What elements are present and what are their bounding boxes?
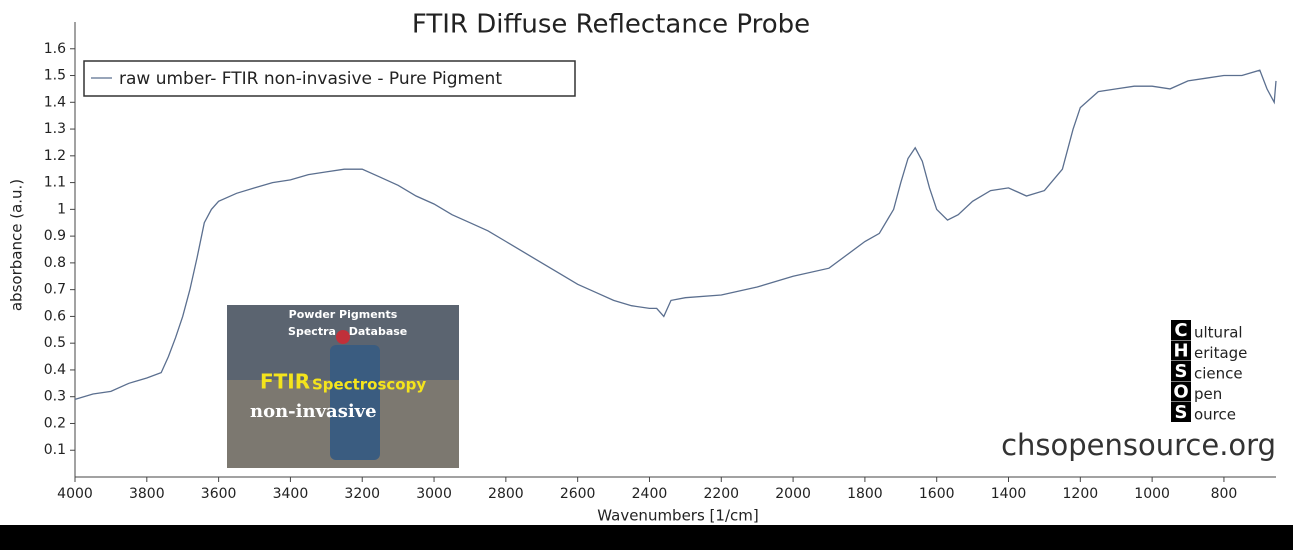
x-tick-label: 4000 [57, 486, 93, 502]
inset-brand: Spectroscopy [312, 376, 426, 394]
y-tick-label: 1 [57, 201, 66, 217]
x-axis-label: Wavenumbers [1/cm] [597, 507, 758, 525]
y-tick-label: 0.1 [44, 442, 66, 458]
x-tick-label: 1200 [1063, 486, 1099, 502]
inset-device [330, 345, 380, 460]
y-tick-label: 1.1 [44, 175, 66, 191]
y-tick-label: 0.3 [44, 389, 66, 405]
logo-word: pen [1194, 385, 1222, 403]
x-tick-label: 1600 [919, 486, 955, 502]
logo-letter-box [1171, 361, 1191, 381]
x-tick-label: 2800 [488, 486, 524, 502]
inset-text: Database [349, 325, 408, 338]
y-tick-label: 0.5 [44, 335, 66, 351]
inset-brand: FTIR [260, 370, 310, 394]
y-tick-label: 1.4 [44, 94, 66, 110]
inset-image: Powder Pigments Spectra Database FTIR Sp… [227, 305, 459, 468]
y-tick-label: 0.9 [44, 228, 66, 244]
y-tick-label: 0.4 [44, 362, 66, 378]
legend-box [83, 60, 576, 97]
x-tick-label: 1000 [1134, 486, 1170, 502]
x-tick-label: 3000 [416, 486, 452, 502]
inset-text: Spectra [288, 325, 336, 338]
x-tick-label: 1800 [847, 486, 883, 502]
logo-word: ultural [1194, 324, 1243, 342]
y-axis-label: absorbance (a.u.) [8, 179, 26, 311]
bottom-bar [0, 525, 1293, 550]
logo-letter: S [1175, 402, 1188, 423]
inset-tag: non-invasive [250, 401, 377, 422]
y-tick-label: 0.2 [44, 415, 66, 431]
x-tick-label: 3200 [344, 486, 380, 502]
x-tick-label: 2000 [775, 486, 811, 502]
y-tick-label: 0.7 [44, 282, 66, 298]
logo-letter: H [1173, 341, 1188, 362]
logo-letter: O [1173, 382, 1188, 403]
logo-word: eritage [1194, 344, 1247, 362]
x-tick-label: 3800 [129, 486, 165, 502]
x-tick-label: 1400 [991, 486, 1027, 502]
legend-label: raw umber- FTIR non-invasive - Pure Pigm… [119, 69, 502, 89]
y-tick-label: 1.3 [44, 121, 66, 137]
logo-word: ource [1194, 406, 1236, 424]
y-tick-label: 0.6 [44, 308, 66, 324]
logo-letter: S [1175, 361, 1188, 382]
inset-text: Powder Pigments [289, 308, 398, 321]
x-tick-label: 2400 [632, 486, 668, 502]
logo-letter-box [1171, 340, 1191, 361]
logo-word: cience [1194, 365, 1243, 383]
logo-letter-box [1171, 381, 1191, 402]
y-tick-label: 0.8 [44, 255, 66, 271]
x-tick-label: 3400 [273, 486, 309, 502]
data-line [74, 69, 1277, 401]
logo-letter-box [1171, 402, 1191, 422]
y-tick-label: 1.2 [44, 148, 66, 164]
x-tick-label: 2200 [703, 486, 739, 502]
logo-letter: C [1174, 320, 1187, 341]
y-tick-label: 1.5 [44, 68, 66, 84]
chart-title: FTIR Diffuse Reflectance Probe [412, 10, 810, 40]
logo-letter-box [1171, 320, 1191, 340]
x-tick-label: 3600 [201, 486, 237, 502]
x-tick-label: 800 [1211, 486, 1238, 502]
inset-probe [336, 330, 350, 344]
website: chsopensource.org [1001, 428, 1276, 462]
y-tick-label: 1.6 [44, 41, 66, 57]
x-tick-label: 2600 [560, 486, 596, 502]
